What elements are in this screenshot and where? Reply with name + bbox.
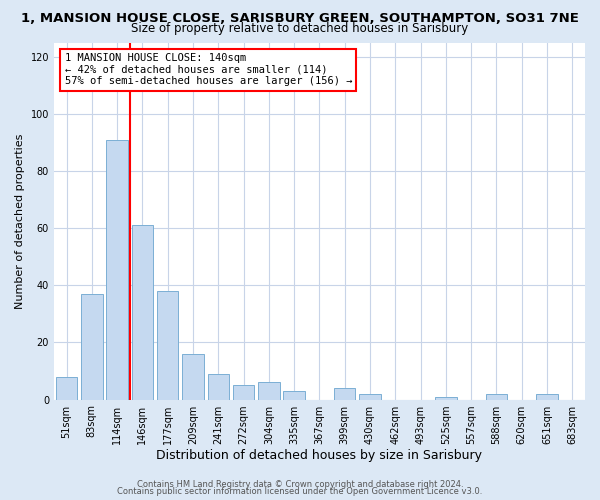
Bar xyxy=(233,386,254,400)
Bar xyxy=(258,382,280,400)
Text: Contains HM Land Registry data © Crown copyright and database right 2024.: Contains HM Land Registry data © Crown c… xyxy=(137,480,463,489)
Bar xyxy=(56,376,77,400)
Bar xyxy=(359,394,381,400)
Bar xyxy=(486,394,507,400)
Text: 1 MANSION HOUSE CLOSE: 140sqm
← 42% of detached houses are smaller (114)
57% of : 1 MANSION HOUSE CLOSE: 140sqm ← 42% of d… xyxy=(65,53,352,86)
Bar xyxy=(81,294,103,400)
Bar xyxy=(208,374,229,400)
Bar xyxy=(157,291,178,400)
Bar xyxy=(182,354,204,400)
Bar xyxy=(435,396,457,400)
X-axis label: Distribution of detached houses by size in Sarisbury: Distribution of detached houses by size … xyxy=(157,450,482,462)
Bar xyxy=(334,388,355,400)
Bar xyxy=(283,391,305,400)
Text: 1, MANSION HOUSE CLOSE, SARISBURY GREEN, SOUTHAMPTON, SO31 7NE: 1, MANSION HOUSE CLOSE, SARISBURY GREEN,… xyxy=(21,12,579,24)
Y-axis label: Number of detached properties: Number of detached properties xyxy=(15,134,25,308)
Text: Size of property relative to detached houses in Sarisbury: Size of property relative to detached ho… xyxy=(131,22,469,35)
Bar xyxy=(131,226,153,400)
Text: Contains public sector information licensed under the Open Government Licence v3: Contains public sector information licen… xyxy=(118,487,482,496)
Bar xyxy=(106,140,128,400)
Bar xyxy=(536,394,558,400)
